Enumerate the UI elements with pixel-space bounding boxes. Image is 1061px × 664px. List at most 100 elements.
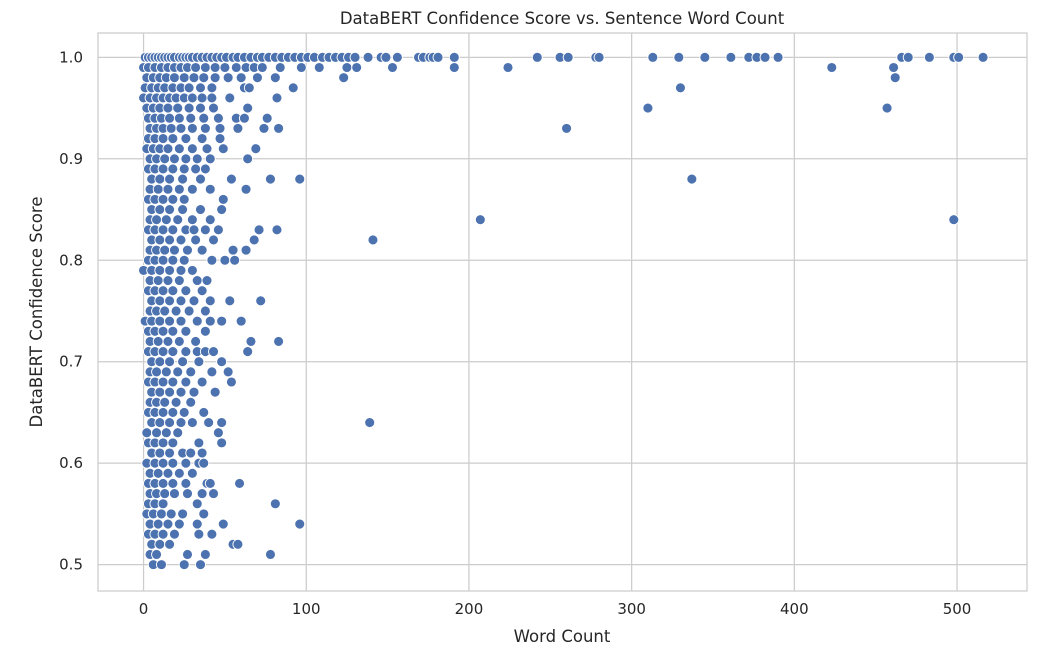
scatter-point (178, 406, 190, 418)
scatter-point (230, 62, 242, 73)
scatter-point (173, 143, 185, 155)
scatter-point (178, 72, 190, 84)
scatter-point (235, 315, 247, 327)
scatter-point (170, 305, 182, 317)
scatter-point (157, 133, 169, 144)
scatter-point (191, 518, 203, 530)
y-tick-label: 0.8 (59, 251, 83, 269)
scatter-point (195, 102, 206, 114)
scatter-point (178, 254, 190, 266)
grid-lines (98, 33, 1027, 591)
scatter-point (190, 62, 202, 73)
scatter-point (826, 62, 838, 73)
scatter-point (258, 122, 270, 134)
scatter-point (159, 488, 171, 500)
scatter-point (242, 102, 254, 114)
scatter-point (198, 406, 210, 418)
scatter-point (167, 478, 179, 489)
scatter-point (186, 92, 198, 104)
scatter-point (160, 214, 172, 226)
scatter-point (212, 224, 224, 236)
scatter-point (157, 406, 169, 418)
scatter-point (313, 62, 325, 73)
scatter-point (157, 437, 169, 449)
scatter-point (167, 133, 179, 144)
scatter-point (265, 173, 276, 185)
scatter-point (196, 244, 208, 256)
scatter-point (177, 508, 189, 520)
scatter-point (256, 62, 268, 73)
scatter-point (162, 102, 174, 114)
scatter-point (188, 295, 200, 307)
x-tick-label: 0 (139, 600, 149, 618)
scatter-point (175, 417, 187, 429)
scatter-point (183, 82, 195, 94)
scatter-point (167, 325, 179, 337)
scatter-point (177, 173, 189, 185)
scatter-point (193, 437, 205, 449)
scatter-point (448, 62, 460, 73)
scatter-point (216, 204, 228, 215)
scatter-point (238, 112, 250, 124)
scatter-point (180, 376, 192, 388)
scatter-point (217, 143, 229, 155)
scatter-point (271, 92, 283, 104)
scatter-point (182, 549, 193, 560)
x-tick-label: 500 (943, 600, 972, 618)
scatter-point (159, 305, 171, 317)
scatter-point (175, 295, 187, 307)
scatter-point (216, 437, 228, 449)
scatter-point (338, 72, 350, 84)
scatter-point (151, 214, 163, 226)
scatter-point (219, 62, 231, 73)
scatter-point (948, 214, 960, 226)
scatter-point (162, 183, 174, 195)
scatter-point (198, 508, 210, 520)
scatter-point (341, 62, 353, 73)
scatter-point (141, 427, 153, 439)
scatter-point (151, 366, 163, 378)
scatter-point (180, 153, 192, 165)
scatter-point (165, 122, 177, 134)
scatter-point (269, 72, 281, 84)
scatter-point (167, 285, 179, 297)
y-tick-label: 0.9 (59, 150, 83, 168)
scatter-point (190, 163, 202, 175)
scatter-point (206, 366, 218, 378)
scatter-point (188, 386, 200, 398)
scatter-point (160, 427, 172, 439)
scatter-point (175, 264, 187, 276)
scatter-point (157, 376, 169, 388)
scatter-point (209, 386, 221, 398)
scatter-point (294, 518, 306, 530)
scatter-point (154, 447, 166, 459)
scatter-point (175, 315, 187, 327)
scatter-point (199, 163, 211, 175)
scatter-point (253, 224, 265, 236)
scatter-point (152, 275, 164, 286)
scatter-point (351, 62, 363, 73)
scatter-point (474, 214, 486, 226)
scatter-point (169, 528, 180, 540)
scatter-point (195, 559, 206, 571)
scatter-point (675, 82, 686, 94)
scatter-point (224, 92, 236, 104)
scatter-point (977, 51, 989, 63)
scatter-point (167, 254, 179, 266)
scatter-point (209, 62, 221, 73)
scatter-point (152, 183, 164, 195)
scatter-point (362, 51, 374, 63)
scatter-point (162, 275, 174, 286)
scatter-point (191, 275, 203, 286)
scatter-point (274, 62, 286, 73)
scatter-point (169, 244, 180, 256)
scatter-point (232, 122, 244, 134)
scatter-point (162, 518, 174, 530)
scatter-point (196, 447, 208, 459)
scatter-point (902, 51, 914, 63)
scatter-point (162, 335, 174, 347)
scatter-point (204, 295, 216, 307)
scatter-point (164, 538, 176, 550)
scatter-point (172, 366, 184, 378)
scatter-point (164, 173, 176, 185)
